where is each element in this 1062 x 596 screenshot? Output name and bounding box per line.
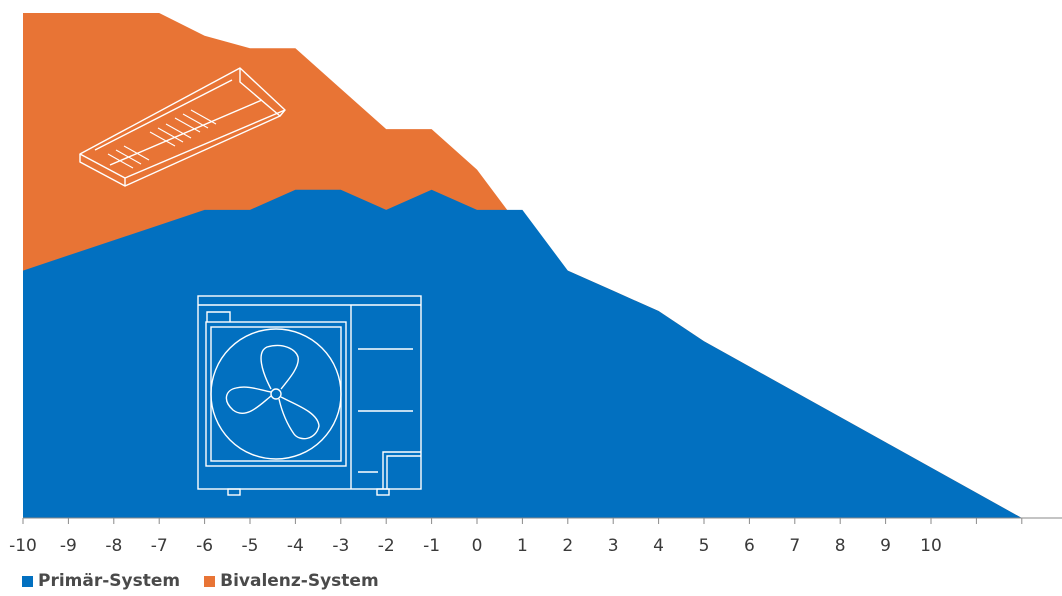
x-tick-label: 10: [920, 536, 942, 556]
x-tick-label: -10: [9, 536, 37, 556]
area-series-primary: [23, 189, 1022, 519]
x-tick-label: 8: [835, 536, 846, 556]
x-tick-label: 0: [472, 536, 483, 556]
legend: Primär-System Bivalenz-System: [22, 571, 403, 591]
legend-swatch-primary: [22, 575, 33, 587]
x-tick-label: -4: [287, 536, 304, 556]
legend-item-primary: Primär-System: [22, 571, 180, 591]
legend-swatch-bivalent: [204, 575, 216, 587]
heat-pump-outdoor-unit-icon: [197, 295, 422, 496]
x-tick-label: 1: [517, 536, 528, 556]
x-tick-label: -6: [196, 536, 213, 556]
x-tick-label: -7: [151, 536, 168, 556]
x-tick-label: 2: [562, 536, 573, 556]
x-tick-label: -3: [332, 536, 349, 556]
legend-label-bivalent: Bivalenz-System: [220, 571, 379, 591]
x-tick-label: 4: [653, 536, 664, 556]
legend-item-bivalent: Bivalenz-System: [204, 571, 379, 591]
x-tick-label: 5: [699, 536, 710, 556]
x-tick-label: 7: [789, 536, 800, 556]
x-axis-ticks: -10 -9 -8 -7 -6 -5 -4 -3 -2 -1 0 1 2 3 4 5 6 7 8 9 10: [9, 518, 1023, 556]
infrared-heater-icon: [79, 67, 286, 187]
legend-label-primary: Primär-System: [38, 571, 181, 591]
x-tick-label: -5: [242, 536, 259, 556]
x-tick-label: 9: [880, 536, 891, 556]
areas-group: [23, 13, 1022, 519]
x-tick-label: -9: [60, 536, 77, 556]
x-tick-label: 3: [608, 536, 619, 556]
x-tick-label: 6: [744, 536, 755, 556]
x-tick-label: -2: [378, 536, 395, 556]
x-tick-label: -8: [105, 536, 122, 556]
x-tick-label: -1: [423, 536, 440, 556]
